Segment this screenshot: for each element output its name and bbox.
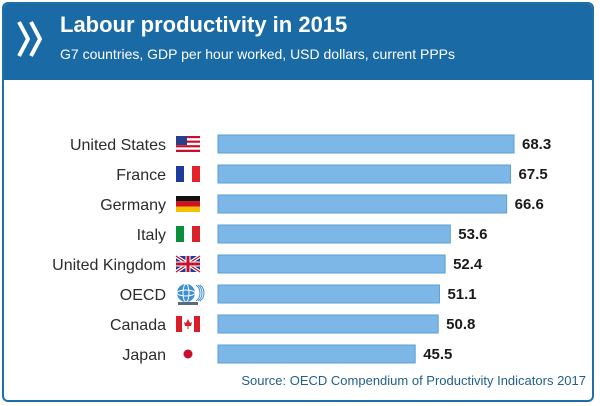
value-label: 45.5 <box>423 346 452 363</box>
category-label: United States <box>70 137 166 154</box>
oecd-logo-icon <box>176 283 205 305</box>
value-label: 51.1 <box>447 286 476 303</box>
chart-frame: Labour productivity in 2015 G7 countries… <box>2 2 594 402</box>
category-label: Canada <box>110 317 166 334</box>
bar-france <box>217 164 512 184</box>
value-label: 50.8 <box>446 316 475 333</box>
value-label: 53.6 <box>458 226 487 243</box>
chart-subtitle: G7 countries, GDP per hour worked, USD d… <box>60 46 456 62</box>
flag-ca-icon <box>176 316 200 332</box>
category-label: Japan <box>122 347 166 364</box>
category-label: Italy <box>137 227 166 244</box>
chart-title: Labour productivity in 2015 <box>60 12 348 37</box>
category-label: OECD <box>120 287 166 304</box>
flag-fr-icon <box>176 166 200 182</box>
bar-japan <box>217 344 416 364</box>
chart-header: Labour productivity in 2015 G7 countries… <box>4 4 592 80</box>
value-label: 52.4 <box>453 256 483 273</box>
flag-it-icon <box>176 226 200 242</box>
category-label: United Kingdom <box>52 257 166 274</box>
value-label: 66.6 <box>515 196 544 213</box>
category-label: Germany <box>100 197 166 214</box>
source-note: Source: OECD Compendium of Productivity … <box>241 373 586 388</box>
bar-canada <box>217 314 439 334</box>
bar-united-states <box>217 134 515 154</box>
flag-jp-icon <box>176 346 200 362</box>
flag-us-icon <box>176 136 200 152</box>
flag-uk-icon <box>175 254 201 274</box>
bar-chart: United States 68.3 France 67.5 Germany 66.6 It… <box>52 134 551 364</box>
bar-united-kingdom <box>217 254 446 274</box>
bar-oecd <box>217 284 440 304</box>
chevron-right-icon <box>17 21 42 57</box>
bar-italy <box>217 224 451 244</box>
value-label: 67.5 <box>519 166 548 183</box>
bar-germany <box>217 194 508 214</box>
category-label: France <box>116 167 166 184</box>
value-label: 68.3 <box>522 136 551 153</box>
flag-de-icon <box>176 196 200 212</box>
